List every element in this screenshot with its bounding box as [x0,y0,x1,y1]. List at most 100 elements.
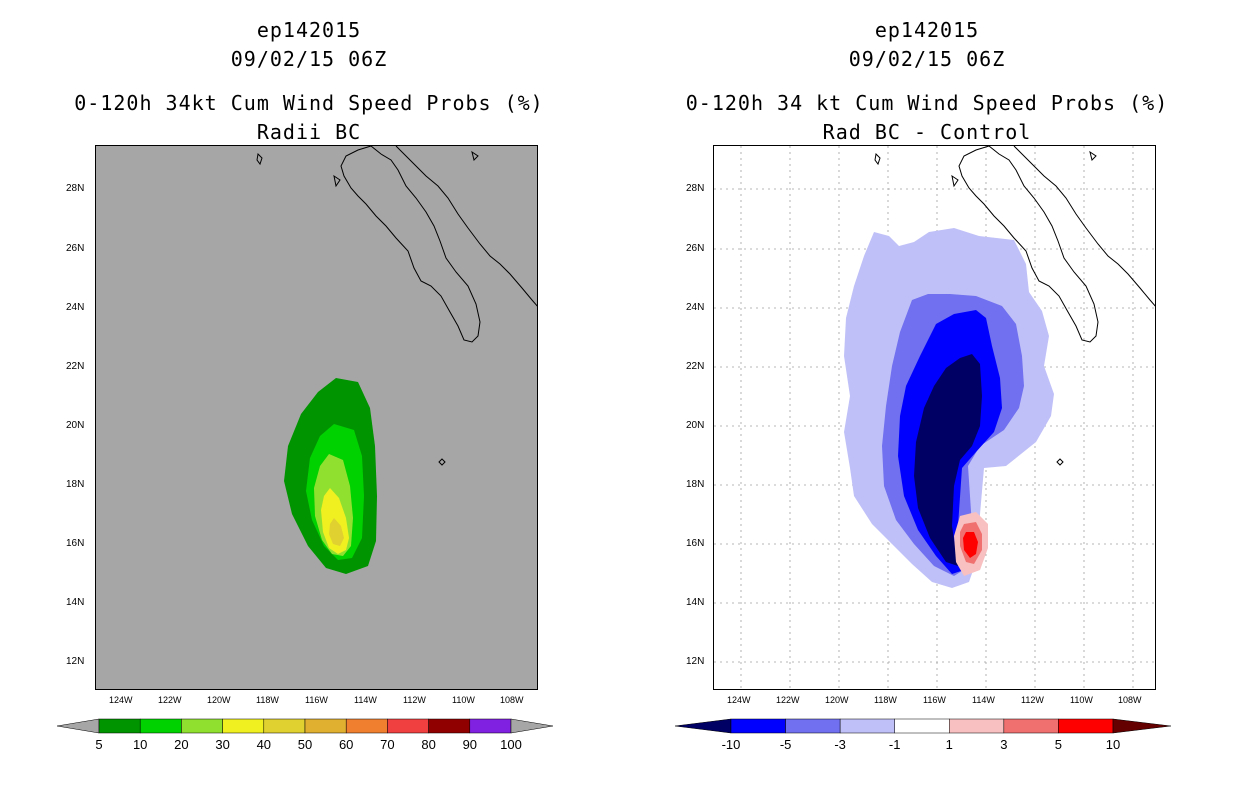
right-title-subtitle: Rad BC - Control [822,120,1032,144]
colorbar-label: 10 [133,737,147,752]
lat-label: 20N [686,420,705,431]
lat-label: 14N [66,597,85,608]
lon-label: 124W [727,695,751,705]
left-colorbar-high-arrow [510,718,554,734]
colorbar-cell [181,718,223,734]
left-colorbar-low-arrow [56,718,100,734]
colorbar-label: 100 [500,737,522,752]
colorbar-cell [839,718,895,734]
left-title-subtitle: Radii BC [256,120,362,144]
lat-label: 26N [686,243,705,254]
right-coastline-mainland [1013,146,1155,307]
lon-label: 120W [825,695,849,705]
colorbar-label: 5 [1055,737,1062,752]
left-map-svg [256,146,537,574]
lat-label: 18N [66,479,85,490]
colorbar-cell [1058,718,1114,734]
right-map [713,145,1156,690]
right-contour-pos5 [963,532,978,558]
right-panel: ep142015 09/02/15 06Z 0-120h 34 kt Cum W… [618,0,1236,800]
colorbar-label: -10 [722,737,741,752]
colorbar-cell [345,718,388,734]
left-coastline [340,146,481,343]
colorbar-cell [263,718,306,734]
lon-label: 108W [1118,695,1142,705]
colorbar-cell [387,718,429,734]
left-title-storm-id: ep142015 [256,18,362,42]
lat-label: 26N [66,243,85,254]
lon-label: 112W [403,695,426,705]
lat-label: 12N [686,656,705,667]
colorbar-label: 30 [215,737,229,752]
lat-label: 12N [66,656,85,667]
colorbar-label: 70 [380,737,394,752]
colorbar-cell [949,718,1005,734]
colorbar-cell [894,718,950,734]
left-coastline-mainland [395,146,537,307]
lon-label: 118W [874,695,897,705]
colorbar-cell [304,718,347,734]
lon-label: 116W [923,695,946,705]
colorbar-label: 20 [174,737,188,752]
lon-label: 122W [158,695,182,705]
colorbar-label: 40 [257,737,271,752]
colorbar-cell [785,718,841,734]
left-title-product: 0-120h 34kt Cum Wind Speed Probs (%) [74,91,544,115]
lon-label: 122W [776,695,800,705]
right-coastline [958,146,1099,343]
colorbar-label: -1 [889,737,901,752]
right-title-datetime: 09/02/15 06Z [848,47,1006,71]
lon-label: 114W [972,695,995,705]
right-title-storm-id: ep142015 [874,18,980,42]
left-panel: ep142015 09/02/15 06Z 0-120h 34kt Cum Wi… [56,18,554,752]
lon-label: 124W [109,695,133,705]
lon-label: 110W [1070,695,1093,705]
lon-label: 108W [500,695,524,705]
right-title-product: 0-120h 34 kt Cum Wind Speed Probs (%) [685,91,1169,115]
left-contour-40 [329,518,344,546]
left-map [95,145,538,690]
colorbar-label: 50 [298,737,312,752]
colorbar-label: -5 [780,737,792,752]
lon-label: 116W [305,695,328,705]
colorbar-label: 10 [1106,737,1120,752]
right-map-svg [714,146,1155,689]
lat-label: 24N [66,302,85,313]
lon-label: 112W [1021,695,1044,705]
lat-label: 18N [686,479,705,490]
colorbar-cell [428,718,471,734]
right-colorbar: -10 -5 -3 -1 1 3 5 10 [674,718,1172,752]
lon-label: 120W [207,695,231,705]
colorbar-cell [469,718,512,734]
colorbar-label: 1 [946,737,953,752]
lat-label: 24N [686,302,705,313]
lat-label: 28N [686,183,705,194]
colorbar-cell [1003,718,1059,734]
colorbar-label: 3 [1000,737,1007,752]
lat-label: 28N [66,183,85,194]
lat-label: 20N [66,420,85,431]
lon-label: 114W [354,695,377,705]
colorbar-cell [139,718,182,734]
lat-label: 14N [686,597,705,608]
right-coastline-islands [874,150,1097,466]
colorbar-cell [730,718,786,734]
lat-label: 22N [686,361,705,372]
right-colorbar-high-arrow [1112,718,1172,734]
lon-label: 110W [452,695,475,705]
lat-label: 16N [66,538,85,549]
left-coastline-islands [256,150,479,466]
colorbar-cell [222,718,265,734]
colorbar-label: 90 [463,737,477,752]
colorbar-cell [98,718,141,734]
colorbar-label: -3 [834,737,846,752]
lat-label: 16N [686,538,705,549]
colorbar-label: 5 [95,737,102,752]
colorbar-label: 60 [339,737,353,752]
right-colorbar-low-arrow [674,718,732,734]
right-contour-neg10 [914,354,982,566]
colorbar-label: 80 [421,737,435,752]
lat-label: 22N [66,361,85,372]
left-colorbar: 5 10 20 30 40 50 60 70 80 90 100 [56,718,554,752]
left-title-datetime: 09/02/15 06Z [230,47,388,71]
